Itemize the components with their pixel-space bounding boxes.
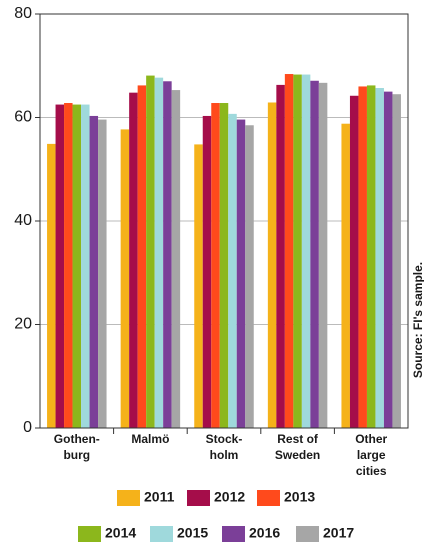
bar: [358, 86, 367, 428]
y-tick-label: 40: [14, 212, 32, 229]
bar: [276, 84, 285, 429]
y-tick-label: 60: [14, 109, 32, 126]
source-note: Source: FI's sample.: [411, 262, 424, 378]
x-tick-label: Gothen-burg: [54, 432, 100, 462]
legend-swatch: [296, 526, 319, 542]
legend-swatch: [78, 526, 101, 542]
legend-label: 2014: [105, 525, 136, 541]
legend-label: 2011: [144, 489, 175, 505]
bar: [47, 143, 56, 428]
legend-label: 2013: [284, 489, 315, 505]
bar: [89, 115, 99, 428]
legend-label: 2016: [249, 525, 280, 541]
plot-frame: [39, 13, 409, 429]
bar: [64, 103, 73, 428]
x-tick-label: Rest of Sweden: [275, 432, 320, 462]
legend-label: 2017: [323, 525, 354, 541]
bar: [267, 102, 277, 429]
legend-swatch: [117, 490, 140, 506]
bar: [171, 90, 181, 428]
bar: [55, 104, 65, 428]
legend-swatch: [222, 526, 245, 542]
bar: [375, 88, 384, 428]
bar: [120, 129, 130, 428]
bar: [366, 85, 376, 428]
bar: [146, 75, 155, 429]
bar: [228, 113, 237, 428]
legend-label: 2012: [214, 489, 245, 505]
bar: [293, 74, 302, 429]
y-tick-label: 80: [14, 5, 32, 22]
bar: [310, 80, 319, 428]
bar: [236, 119, 246, 428]
bar: [349, 95, 359, 428]
bar: [154, 77, 164, 428]
y-tick-label: 0: [23, 419, 32, 436]
bar: [129, 92, 138, 428]
legend-swatch: [257, 490, 280, 506]
bar: [318, 82, 328, 428]
x-tick-label: Other large cities: [355, 432, 387, 478]
y-tick-label: 20: [14, 316, 32, 333]
x-tick-label: Stock-holm: [206, 432, 243, 462]
bar: [245, 125, 254, 428]
bar: [219, 103, 229, 428]
bar: [284, 74, 294, 428]
legend-label: 2015: [177, 525, 208, 541]
legend-swatch: [187, 490, 210, 506]
bar: [81, 104, 90, 428]
bar: [301, 74, 311, 429]
bar: [137, 85, 147, 428]
bar: [341, 123, 350, 429]
bar: [383, 91, 393, 428]
bar: [211, 103, 220, 428]
bar: [194, 144, 203, 428]
bar: [98, 119, 107, 428]
x-tick-label: Malmö: [131, 432, 169, 446]
legend-swatch: [150, 526, 173, 542]
bar: [163, 81, 172, 429]
bar: [72, 104, 82, 428]
bar: [202, 115, 212, 428]
bar: [392, 94, 401, 429]
